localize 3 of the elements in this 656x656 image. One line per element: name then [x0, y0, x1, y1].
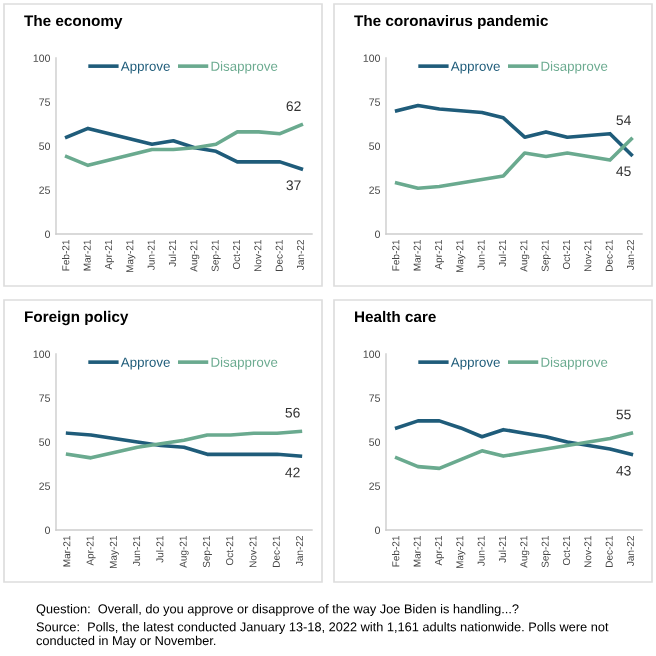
line-series — [394, 137, 634, 191]
line-series — [394, 419, 634, 457]
line-series — [394, 103, 634, 157]
